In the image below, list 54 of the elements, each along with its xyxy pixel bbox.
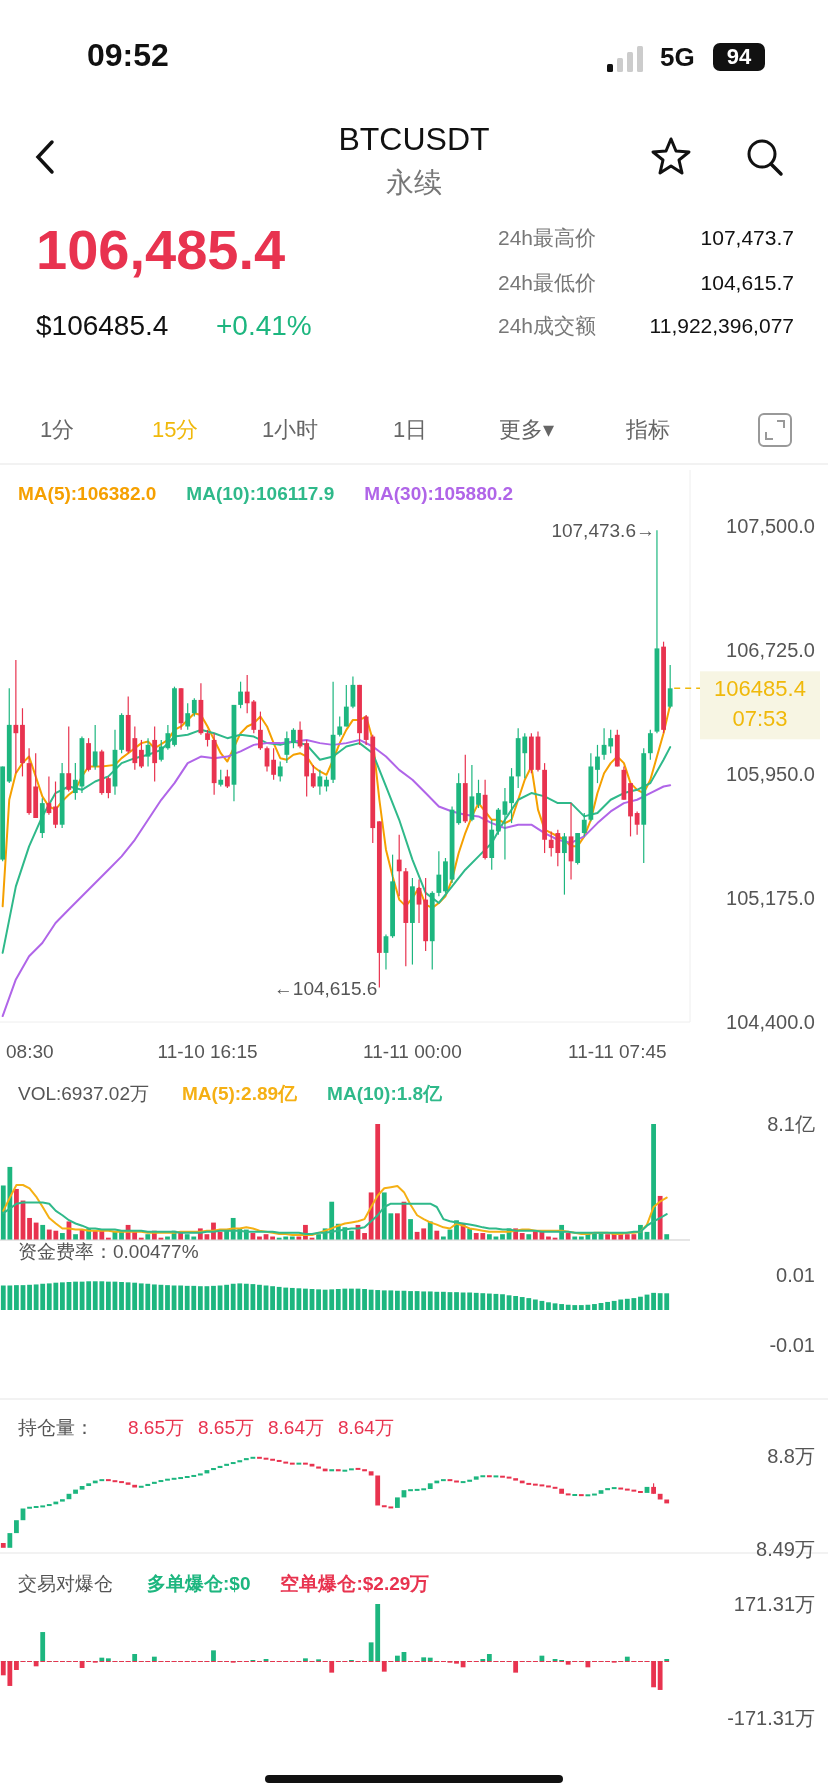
text: 104,615.7: [700, 271, 794, 294]
text: MA(30):105880.2: [364, 483, 514, 504]
ref-line-label: 106485.4 07:53: [714, 676, 806, 732]
text: 24h最低价: [498, 271, 597, 294]
text: 8.65万: [128, 1417, 184, 1438]
chart-title: 交易对爆仓: [18, 1573, 113, 1594]
annotation: 107,473.6→: [551, 520, 655, 542]
text: 24h最高价: [498, 226, 597, 249]
text: 11,922,396,077: [649, 314, 794, 337]
y-tick-label: 8.8万: [767, 1445, 815, 1467]
text: 106,485.4: [36, 218, 286, 281]
y-tick-label: 107,500.0: [726, 515, 815, 537]
text: 更多▾: [499, 417, 555, 442]
text: 09:52: [87, 37, 169, 73]
text: 8.65万: [197, 1417, 254, 1438]
text: MA(10):1.8亿: [327, 1083, 444, 1104]
x-tick-label: 08:30: [6, 1041, 54, 1062]
text: 8.64万: [267, 1417, 324, 1438]
text: 永续: [386, 167, 442, 198]
text: 1日: [393, 417, 428, 442]
text: MA(5):2.89亿: [182, 1083, 299, 1104]
text: 24h成交额: [498, 314, 597, 337]
x-tick-label: 11-11 07:45: [567, 1041, 667, 1062]
text: 1分: [40, 417, 75, 442]
text: 指标: [625, 417, 670, 442]
text: 94: [726, 44, 752, 69]
text: 5G: [660, 42, 695, 72]
y-tick-label: -171.31万: [727, 1707, 815, 1729]
chart-title: 资金费率：0.00477%: [18, 1241, 199, 1262]
text: 15分: [152, 417, 199, 442]
chart-title: VOL:6937.02万: [18, 1083, 149, 1104]
y-tick-label: 106,725.0: [726, 639, 815, 661]
text: MA(10):106117.9: [186, 483, 335, 504]
text: 空单爆仓:$2.29万: [280, 1573, 430, 1594]
y-tick-label: 105,950.0: [726, 763, 815, 785]
text: 8.1亿: [767, 1113, 815, 1135]
y-tick-label: 8.49万: [756, 1538, 815, 1560]
annotation: ←104,615.6: [273, 977, 378, 999]
text: 8.64万: [337, 1417, 394, 1438]
y-tick-label: 105,175.0: [726, 887, 815, 909]
x-tick-label: 11-11 00:00: [363, 1041, 462, 1062]
text: 多单爆仓:$0: [147, 1573, 251, 1594]
text: 107,473.7: [700, 226, 794, 249]
y-tick-label: 171.31万: [733, 1593, 815, 1615]
text: +0.41%: [216, 310, 312, 341]
text: $106485.4: [36, 310, 169, 341]
y-tick-label: -0.01: [769, 1334, 815, 1356]
x-tick-label: 11-10 16:15: [157, 1041, 258, 1062]
text: 1小时: [262, 417, 319, 442]
y-tick-label: 104,400.0: [726, 1011, 815, 1033]
chart-title: 持仓量：: [18, 1417, 94, 1438]
text: MA(5):106382.0: [18, 483, 157, 504]
y-tick-label: 0.01: [776, 1264, 815, 1286]
text: BTCUSDT: [338, 121, 490, 157]
